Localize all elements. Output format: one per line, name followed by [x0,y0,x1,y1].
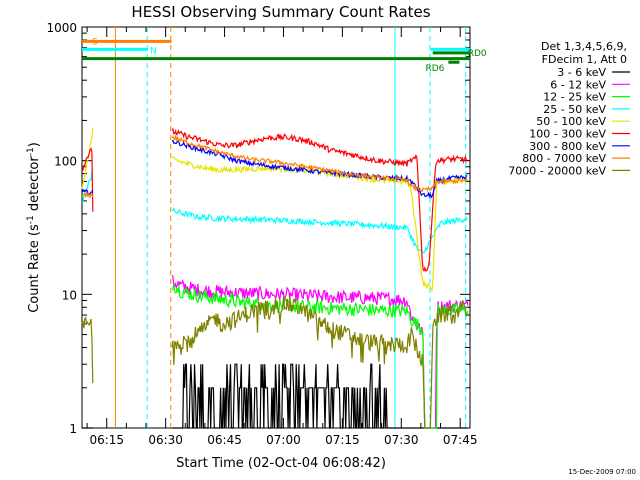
x-tick-label: 06:45 [207,433,242,447]
series-line [81,134,468,199]
x-tick-label: 07:45 [443,433,478,447]
series-line [81,127,468,292]
series-line [172,284,469,429]
legend-entry-label: 300 - 800 keV [529,140,606,153]
flag-label: S [92,37,98,47]
y-tick-label: 1000 [46,21,77,35]
flag-label: N [150,46,157,56]
flag-label: RD6 [425,64,444,74]
legend-header: FDecim 1, Att 0 [542,53,627,66]
legend-entry-label: 100 - 300 keV [529,128,606,141]
series-line [82,139,468,199]
footer-timestamp: 15-Dec-2009 07:00 [568,468,636,476]
legend-entry-label: 50 - 100 keV [536,115,606,128]
x-tick-label: 07:15 [325,433,360,447]
legend-entry-label: 7000 - 20000 keV [508,164,606,177]
legend-entry-label: 3 - 6 keV [557,66,606,79]
series-line [81,295,468,429]
legend: Det 1,3,4,5,6,9,FDecim 1, Att 03 - 6 keV… [508,40,630,177]
series-line [82,363,468,429]
legend-entry-label: 6 - 12 keV [550,78,606,91]
chart-title: HESSI Observing Summary Count Rates [131,3,430,21]
y-tick-label: 1 [69,422,77,436]
x-tick-label: 06:30 [148,433,183,447]
plot-frame [81,26,471,429]
y-axis-label: Count Rate (s-1 detector-1) [26,142,42,313]
legend-header: Det 1,3,4,5,6,9, [541,40,627,53]
x-axis-label: Start Time (02-Oct-04 06:08:42) [176,456,386,471]
legend-entry-label: 25 - 50 keV [543,103,606,116]
x-tick-label: 07:00 [266,433,301,447]
plot-area: 1 10 100 1000 06:15 06:30 06:45 07:00 07:15 07:30… [46,21,486,447]
x-tick-label: 07:30 [384,433,419,447]
y-tick-label: 100 [54,155,77,169]
series-line [81,127,468,272]
x-tick-label: 06:15 [89,433,124,447]
y-axis-label-text: Count Rate (s-1 detector-1) [26,142,42,313]
flag-label: RD0 [468,49,487,59]
series-line [81,168,468,254]
legend-entry-label: 800 - 7000 keV [522,152,606,165]
y-tick-label: 10 [62,288,77,302]
legend-entry-label: 12 - 25 keV [543,91,606,104]
